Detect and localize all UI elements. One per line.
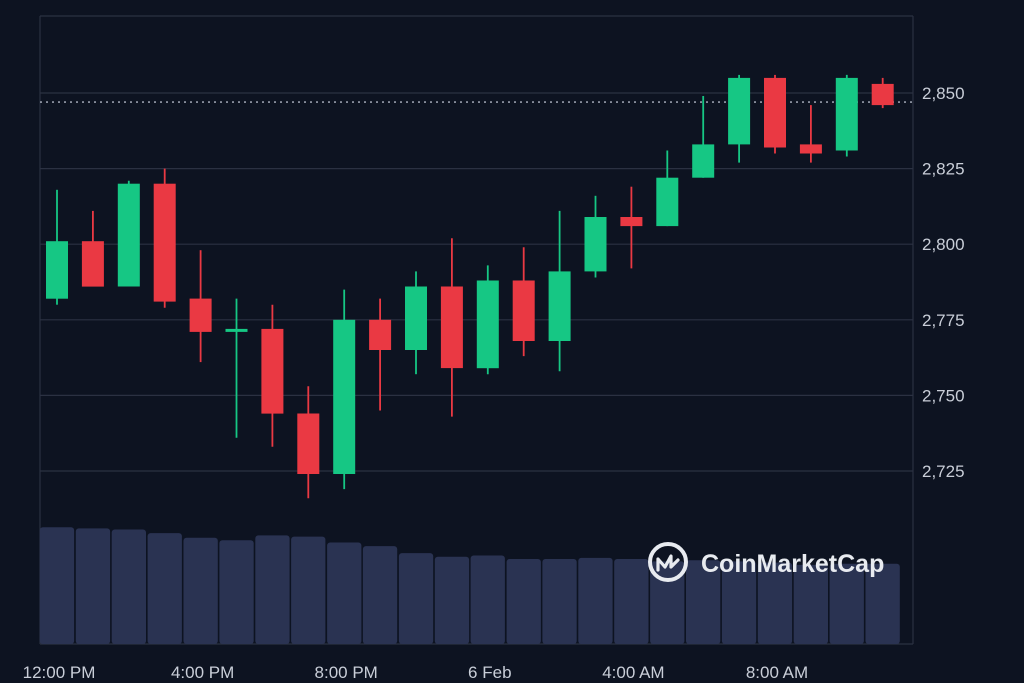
x-tick-label: 4:00 AM <box>602 663 664 682</box>
volume-bar <box>147 533 182 644</box>
candle-body <box>189 298 212 332</box>
volume-bar <box>829 563 864 644</box>
candle <box>692 96 715 178</box>
candle <box>584 195 607 278</box>
volume-bar <box>470 555 505 644</box>
candle <box>728 74 751 163</box>
candle-body <box>369 319 392 350</box>
watermark-text: CoinMarketCap <box>701 550 884 578</box>
candle <box>46 189 68 305</box>
candle <box>476 265 499 375</box>
candle-body <box>261 328 284 414</box>
axes: 2,850 2,825 2,800 2,775 2,750 2,725 12:00 PM 4:… <box>23 84 965 682</box>
y-tick-label: 2,725 <box>922 462 965 481</box>
candle <box>297 386 320 499</box>
y-tick-label: 2,800 <box>922 235 965 254</box>
candle <box>440 238 463 417</box>
candle <box>81 210 104 287</box>
x-tick-label: 4:00 PM <box>171 663 234 682</box>
volume-bar <box>650 561 685 644</box>
volume-bar <box>39 527 75 644</box>
candle-body <box>620 217 643 227</box>
candle-body <box>46 241 68 299</box>
volume-bar <box>327 542 362 644</box>
candle-body <box>333 319 356 474</box>
candle-body <box>153 183 176 302</box>
watermark: CoinMarketCap <box>648 542 884 582</box>
candle-body <box>476 280 499 369</box>
volume-bar <box>757 562 793 644</box>
y-tick-label: 2,825 <box>922 160 965 179</box>
candles <box>46 74 894 499</box>
candle <box>261 304 284 447</box>
volume-bar <box>398 553 434 644</box>
volume-bar <box>506 559 541 644</box>
candle <box>117 180 140 287</box>
candle-body <box>81 241 104 287</box>
candle-body <box>297 413 320 474</box>
volume-bar <box>75 528 111 644</box>
candle-body <box>692 144 715 178</box>
candle-body <box>548 271 571 341</box>
x-tick-label: 8:00 AM <box>746 663 808 682</box>
candle-body <box>871 83 894 106</box>
volume-bar <box>255 535 290 644</box>
volume-bar <box>219 540 254 644</box>
candle-body <box>584 217 607 272</box>
coinmarketcap-logo-icon <box>648 542 688 582</box>
volume-bar <box>362 546 398 644</box>
candle-body <box>225 328 248 332</box>
volume-bar <box>686 560 721 644</box>
candle-body <box>764 77 786 148</box>
volume-bar <box>614 559 649 644</box>
volume-bar <box>183 537 218 644</box>
candle-body <box>728 77 751 145</box>
candle <box>405 271 427 375</box>
candle-body <box>835 77 858 151</box>
y-tick-label: 2,750 <box>922 386 965 405</box>
candle <box>189 250 212 363</box>
y-tick-label: 2,775 <box>922 311 965 330</box>
volume-bar <box>578 557 613 644</box>
candle <box>333 289 356 490</box>
candle-body <box>440 286 463 369</box>
y-tick-label: 2,850 <box>922 84 965 103</box>
candle-body <box>512 280 535 341</box>
volume-bars <box>39 527 900 644</box>
candle <box>548 210 571 372</box>
volume-bar <box>865 563 900 644</box>
candle-body <box>656 177 679 227</box>
volume-bar <box>793 564 828 644</box>
candle <box>835 74 858 157</box>
candle <box>764 74 786 154</box>
candle <box>620 186 643 269</box>
volume-bar <box>111 529 146 644</box>
candle <box>871 77 894 109</box>
candle <box>225 298 248 438</box>
volume-bar <box>721 561 757 644</box>
volume-bar <box>434 556 470 644</box>
volume-bar <box>291 536 326 644</box>
x-tick-label: 6 Feb <box>468 663 511 682</box>
candle-body <box>799 144 822 154</box>
candle-body <box>117 183 140 287</box>
candle-body <box>405 286 427 350</box>
candle <box>512 247 535 357</box>
candle <box>656 150 679 227</box>
x-tick-label: 12:00 PM <box>23 663 96 682</box>
x-tick-label: 8:00 PM <box>315 663 378 682</box>
candle <box>153 168 176 308</box>
grid <box>39 15 914 645</box>
candle <box>369 298 392 411</box>
candle <box>799 105 822 163</box>
volume-bar <box>542 559 577 644</box>
